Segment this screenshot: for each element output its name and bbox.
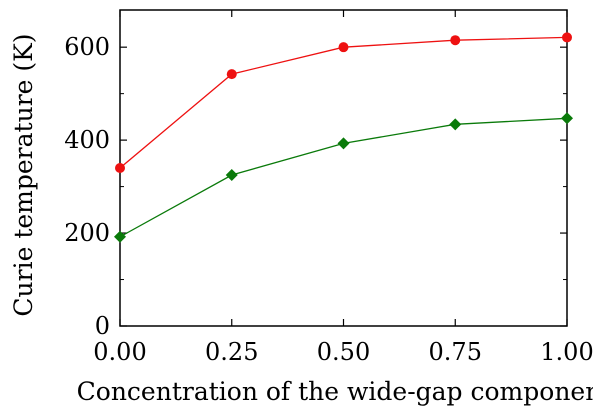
data-point: [226, 69, 237, 80]
x-tick-label: 0.00: [93, 338, 146, 366]
y-tick-label: 0: [95, 312, 110, 340]
y-tick-label: 200: [64, 219, 110, 247]
data-point: [561, 112, 573, 125]
series-line: [119, 117, 568, 238]
x-axis-label: Concentration of the wide-gap component: [77, 377, 593, 406]
series-1: [115, 32, 572, 173]
series-2: [114, 112, 573, 243]
x-tick-label: 0.50: [317, 338, 370, 366]
y-axis-label: Curie temperature (K): [9, 33, 38, 316]
x-tick-label: 0.25: [205, 338, 258, 366]
x-tick-label: 0.75: [429, 338, 482, 366]
axes: 0 200 400 600 0.00 0.25 0.50 0.75 1.00: [64, 9, 593, 366]
data-point: [338, 42, 349, 53]
data-point: [225, 168, 238, 181]
data-point: [562, 32, 572, 43]
data-point: [449, 118, 462, 131]
y-tick-label: 400: [64, 126, 110, 154]
data-point: [115, 163, 125, 173]
y-tick-label: 600: [64, 33, 110, 61]
plot-frame: [119, 9, 568, 327]
data-point: [114, 230, 126, 243]
x-tick-label: 1.00: [540, 338, 593, 366]
data-point: [337, 137, 350, 150]
data-series: [114, 32, 573, 243]
data-point: [450, 35, 461, 46]
